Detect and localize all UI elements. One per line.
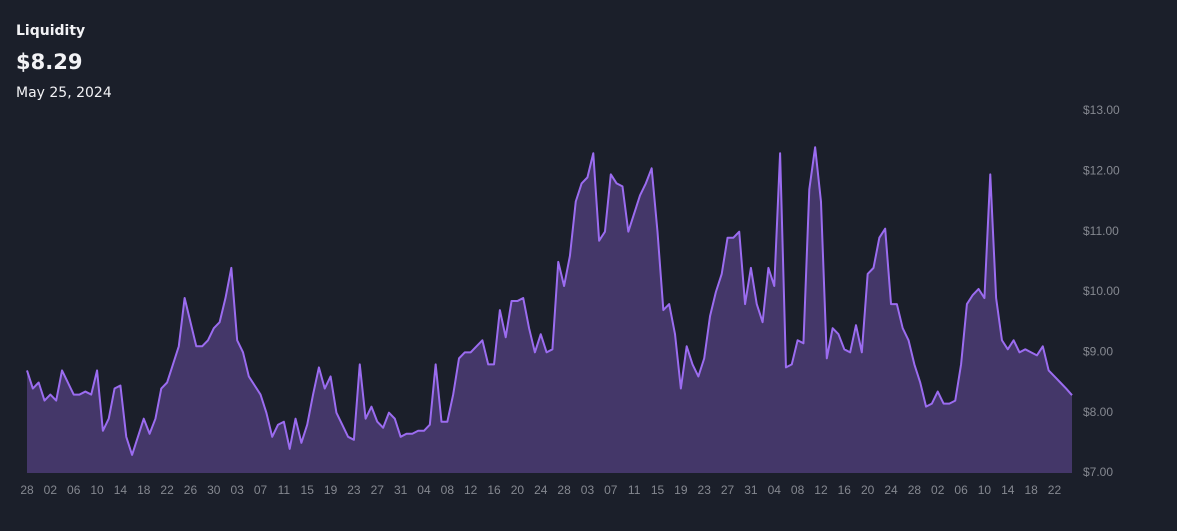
x-tick-label: 24 xyxy=(884,483,898,497)
y-tick-label: $11.00 xyxy=(1083,224,1119,238)
x-tick-label: 27 xyxy=(371,483,385,497)
x-tick-label: 12 xyxy=(464,483,478,497)
chart-title: Liquidity xyxy=(16,23,86,39)
x-tick-label: 02 xyxy=(44,483,58,497)
x-tick-label: 04 xyxy=(768,483,782,497)
x-tick-label: 16 xyxy=(838,483,852,497)
x-tick-label: 10 xyxy=(90,483,104,497)
x-tick-label: 18 xyxy=(1024,483,1038,497)
x-tick-label: 28 xyxy=(557,483,571,497)
x-tick-label: 24 xyxy=(534,483,548,497)
x-tick-label: 28 xyxy=(20,483,34,497)
x-tick-label: 02 xyxy=(931,483,945,497)
x-tick-label: 11 xyxy=(628,483,641,497)
x-tick-label: 15 xyxy=(301,483,315,497)
x-tick-label: 06 xyxy=(954,483,968,497)
x-tick-label: 31 xyxy=(394,483,408,497)
current-date: May 25, 2024 xyxy=(16,85,112,101)
x-tick-label: 22 xyxy=(160,483,174,497)
area-line xyxy=(26,146,1073,456)
x-tick-label: 31 xyxy=(744,483,758,497)
x-tick-label: 23 xyxy=(347,483,361,497)
x-tick-label: 06 xyxy=(67,483,81,497)
x-tick-label: 12 xyxy=(814,483,828,497)
x-tick-label: 14 xyxy=(1001,483,1015,497)
y-tick-label: $13.00 xyxy=(1083,103,1120,117)
x-tick-label: 10 xyxy=(978,483,992,497)
x-tick-label: 18 xyxy=(137,483,151,497)
y-tick-label: $10.00 xyxy=(1083,284,1120,298)
y-tick-label: $8.00 xyxy=(1083,405,1113,419)
x-tick-label: 11 xyxy=(278,483,291,497)
x-tick-label: 20 xyxy=(511,483,525,497)
x-tick-label: 27 xyxy=(721,483,735,497)
y-tick-label: $12.00 xyxy=(1083,164,1120,178)
x-tick-label: 22 xyxy=(1048,483,1062,497)
x-tick-label: 26 xyxy=(184,483,198,497)
x-tick-label: 19 xyxy=(324,483,338,497)
x-tick-label: 30 xyxy=(207,483,221,497)
x-tick-label: 07 xyxy=(604,483,618,497)
area-fill xyxy=(27,147,1072,473)
x-tick-label: 07 xyxy=(254,483,268,497)
x-tick-label: 04 xyxy=(417,483,431,497)
y-tick-label: $7.00 xyxy=(1083,465,1113,479)
x-tick-label: 20 xyxy=(861,483,875,497)
current-value: $8.29 xyxy=(16,50,83,74)
x-tick-label: 03 xyxy=(581,483,595,497)
x-tick-label: 19 xyxy=(674,483,688,497)
x-tick-label: 08 xyxy=(441,483,455,497)
y-tick-label: $9.00 xyxy=(1083,345,1113,359)
x-tick-label: 08 xyxy=(791,483,805,497)
x-tick-label: 28 xyxy=(908,483,922,497)
x-tick-label: 16 xyxy=(487,483,501,497)
x-tick-label: 23 xyxy=(698,483,712,497)
x-tick-label: 14 xyxy=(114,483,128,497)
x-tick-label: 15 xyxy=(651,483,665,497)
x-tick-label: 03 xyxy=(230,483,244,497)
